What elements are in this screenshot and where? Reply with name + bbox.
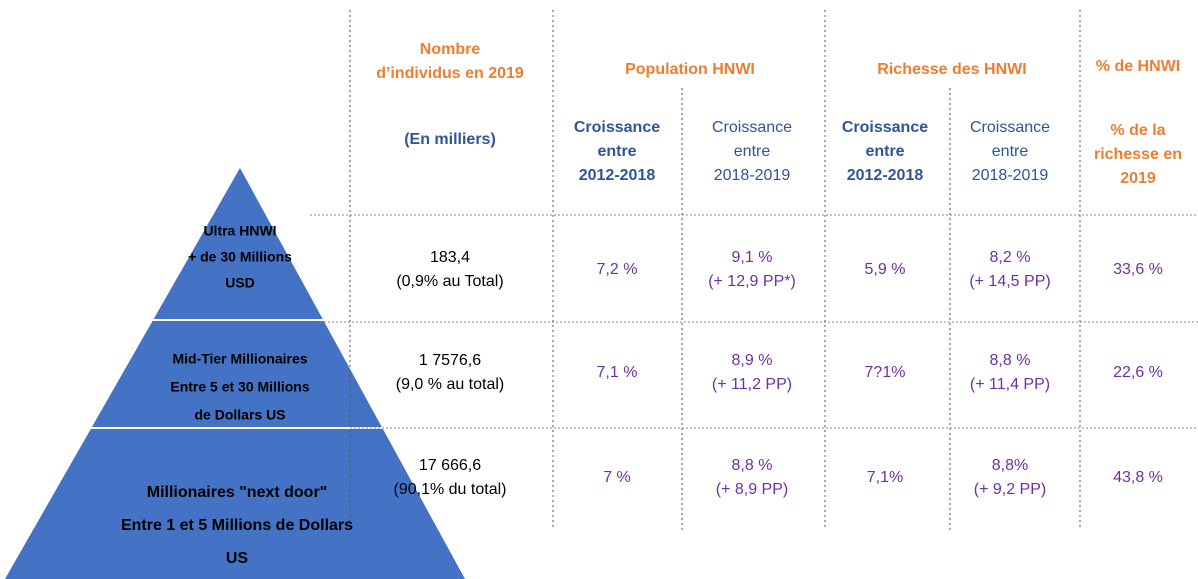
cell: (90,1% du total): [394, 481, 507, 498]
cell: 8,8 %: [732, 457, 773, 474]
cell: 22,6 %: [1113, 364, 1163, 381]
tier-label: Entre 1 et 5 Millions de Dollars: [121, 517, 353, 534]
cell: 7,2 %: [597, 261, 638, 278]
subheader: 2012-2018: [579, 167, 656, 184]
subheader: Croissance: [842, 119, 928, 136]
cell: 17 666,6: [419, 457, 481, 474]
cell: 43,8 %: [1113, 469, 1163, 486]
cell: (+ 11,4 PP): [970, 376, 1050, 393]
tier-label: US: [226, 550, 249, 567]
subheader: 2018-2019: [972, 167, 1049, 184]
subheader: 2019: [1120, 170, 1156, 187]
subheader: entre: [992, 143, 1029, 160]
tier-label: Entre 5 et 30 Millions: [170, 379, 309, 395]
tier-label: de Dollars US: [194, 407, 285, 423]
header-title: d’individus en 2019: [376, 65, 524, 82]
subheader: Croissance: [970, 119, 1050, 136]
subheader: richesse en: [1094, 146, 1182, 163]
cell: 9,1 %: [732, 249, 773, 266]
tier-label: Mid-Tier Millionaires: [172, 351, 307, 367]
cell: (9,0 % au total): [396, 376, 505, 393]
tier-label: Millionaires "next door": [147, 484, 328, 501]
subheader: Croissance: [712, 119, 792, 136]
cell: 183,4: [430, 249, 470, 266]
tier-label: + de 30 Millions: [188, 249, 292, 265]
cell: 8,9 %: [732, 352, 773, 369]
header-title: % de HNWI: [1096, 58, 1180, 75]
subheader: entre: [734, 143, 771, 160]
subheader: entre: [865, 143, 904, 160]
cell: 7 %: [603, 469, 631, 486]
header-title: Population HNWI: [625, 61, 755, 78]
cell: 1 7576,6: [419, 352, 481, 369]
cell: 7,1 %: [597, 364, 638, 381]
cell: (+ 14,5 PP): [969, 273, 1050, 290]
cell: 5,9 %: [865, 261, 906, 278]
cell: 8,8 %: [990, 352, 1031, 369]
cell: 8,8%: [992, 457, 1028, 474]
subheader: 2018-2019: [714, 167, 791, 184]
tier-label: Ultra HNWI: [203, 223, 276, 239]
cell: 33,6 %: [1113, 261, 1163, 278]
cell: (+ 12,9 PP*): [708, 273, 796, 290]
cell: (+ 11,2 PP): [712, 376, 792, 393]
cell: (+ 9,2 PP): [974, 481, 1046, 498]
subheader: % de la: [1110, 122, 1165, 139]
header-title: Nombre: [420, 41, 481, 58]
subheader: entre: [597, 143, 636, 160]
subheader: Croissance: [574, 119, 660, 136]
cell: 7,1%: [867, 469, 903, 486]
header-unit: (En milliers): [404, 131, 496, 148]
header-title: Richesse des HNWI: [877, 61, 1026, 78]
cell: (0,9% au Total): [396, 273, 503, 290]
subheader: 2012-2018: [847, 167, 924, 184]
cell: 8,2 %: [990, 249, 1031, 266]
cell: 7?1%: [865, 364, 906, 381]
tier-label: USD: [225, 275, 255, 291]
cell: (+ 8,9 PP): [716, 481, 788, 498]
